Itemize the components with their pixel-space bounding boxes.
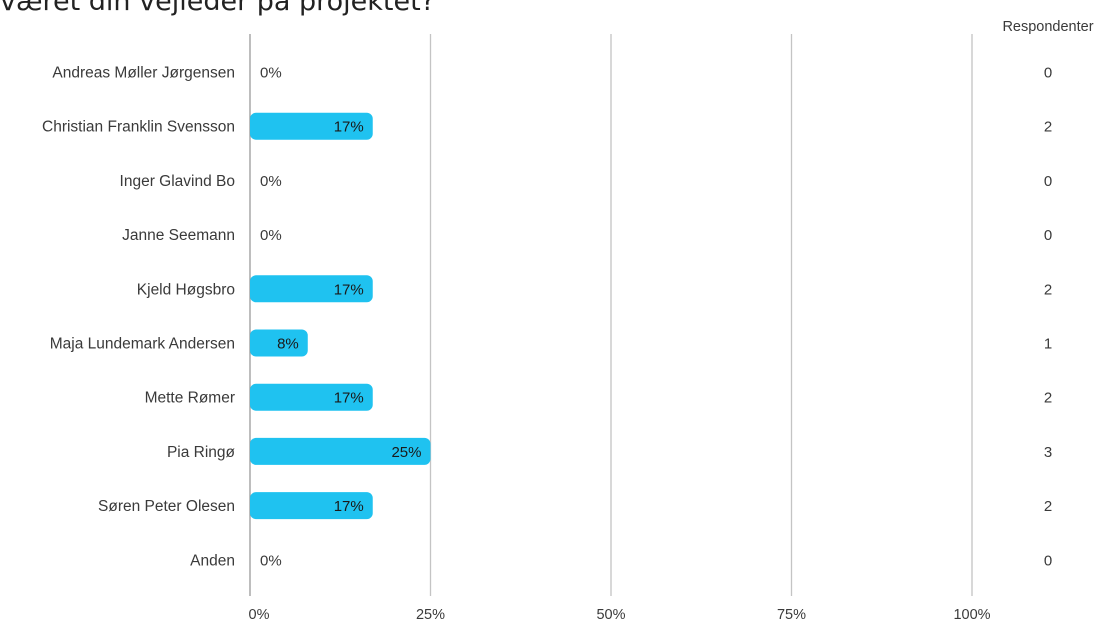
respondents-header: Respondenter <box>1002 19 1093 35</box>
x-tick-label: 50% <box>596 607 625 623</box>
bar-value-label: 25% <box>391 444 421 461</box>
category-label: Inger Glavind Bo <box>120 173 235 190</box>
x-tick-label: 75% <box>777 607 806 623</box>
bar <box>250 437 431 465</box>
respondent-count: 2 <box>1044 281 1052 298</box>
respondent-count: 2 <box>1044 498 1052 515</box>
category-label: Pia Ringø <box>167 444 236 461</box>
category-label: Anden <box>190 552 235 569</box>
category-label: Søren Peter Olesen <box>98 498 235 515</box>
respondent-count: 2 <box>1044 119 1052 136</box>
bar <box>250 112 373 140</box>
bar-value-label: 0% <box>260 552 282 569</box>
chart-title: været din vejleder på projektet? <box>0 0 436 17</box>
bar-value-label: 0% <box>260 65 282 82</box>
category-label: Andreas Møller Jørgensen <box>52 65 235 82</box>
bar-value-label: 8% <box>277 336 299 353</box>
bar-value-label: 17% <box>334 498 364 515</box>
respondent-count: 0 <box>1044 173 1052 190</box>
x-tick-label: 0% <box>249 607 270 623</box>
respondent-count: 3 <box>1044 444 1052 461</box>
respondent-count: 0 <box>1044 227 1052 244</box>
bar-value-label: 0% <box>260 173 282 190</box>
bar-value-label: 17% <box>334 281 364 298</box>
bar-value-label: 17% <box>334 390 364 407</box>
x-tick-label: 100% <box>953 607 990 623</box>
bar <box>250 492 373 520</box>
respondent-count: 2 <box>1044 390 1052 407</box>
category-label: Janne Seemann <box>122 227 235 244</box>
category-label: Mette Rømer <box>145 390 235 407</box>
category-label: Kjeld Høgsbro <box>137 281 235 298</box>
respondent-count: 0 <box>1044 552 1052 569</box>
bar-value-label: 17% <box>334 119 364 136</box>
bar <box>250 383 373 411</box>
bar <box>250 275 373 303</box>
bar <box>250 329 308 357</box>
respondent-count: 1 <box>1044 336 1052 353</box>
respondent-count: 0 <box>1044 65 1052 82</box>
category-label: Maja Lundemark Andersen <box>50 336 235 353</box>
category-label: Christian Franklin Svensson <box>42 119 235 136</box>
bar-value-label: 0% <box>260 227 282 244</box>
x-tick-label: 25% <box>416 607 445 623</box>
